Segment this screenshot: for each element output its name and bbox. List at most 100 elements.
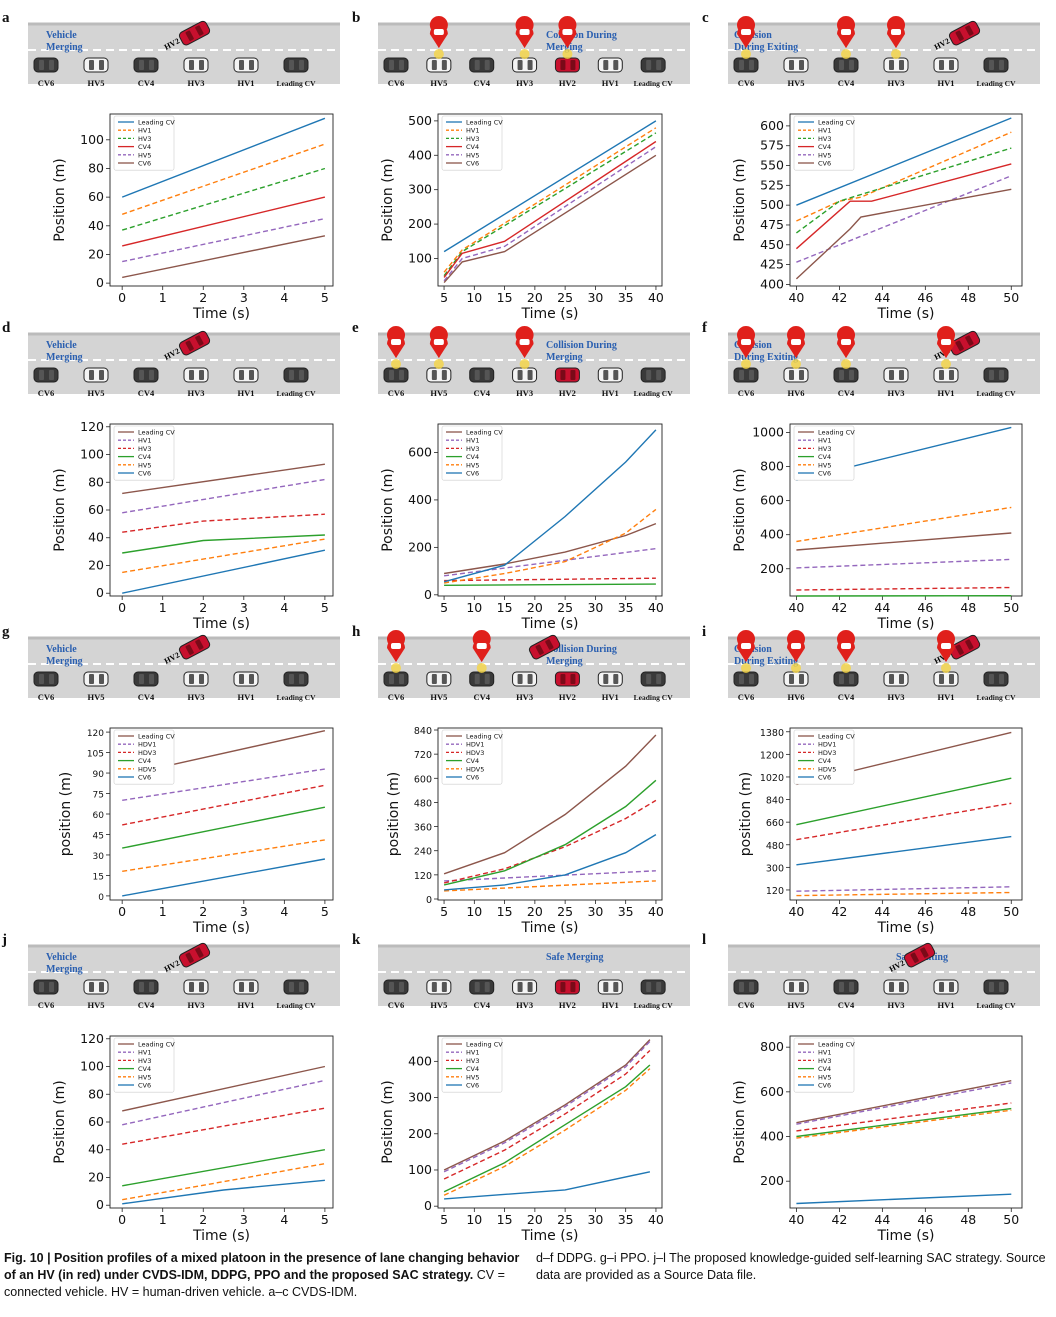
car-label: HV5 (88, 388, 105, 398)
car-hv1 (597, 671, 623, 687)
car-cv4 (833, 57, 859, 73)
y-axis-label: Position (m) (52, 1080, 68, 1164)
series-line-hv1 (443, 1040, 651, 1173)
x-tick-label: 4 (280, 904, 288, 919)
y-tick-label: 0 (426, 895, 432, 906)
legend-entry: HDV3 (818, 749, 836, 757)
car-label: CV4 (138, 692, 155, 702)
y-axis-label: Position (m) (732, 158, 748, 242)
legend-box (793, 729, 855, 785)
chart-h: 5 10 15 20 25 30 35 40 0 120 240 360 480 600 720 840 Tim… (386, 726, 664, 936)
car-label: CV6 (388, 1000, 405, 1010)
x-tick-label: 35 (618, 290, 634, 305)
panel-j: j Vehicle Merging CV6 HV5 CV4 HV3 HV1 Leading CV… (0, 932, 350, 1244)
car-label: HV1 (938, 692, 955, 702)
legend-entry: Leading CV (138, 733, 175, 741)
y-axis-label: Position (m) (380, 158, 396, 242)
x-tick-label: 44 (874, 290, 890, 305)
collision-pin-icon (387, 326, 406, 369)
y-tick-label: 60 (88, 189, 104, 204)
x-tick-label: 48 (960, 290, 976, 305)
y-tick-label: 425 (760, 257, 784, 272)
legend-entry: CV4 (138, 453, 151, 461)
panel-h: h Collision During Merging CV6 HV5 CV4 HV3 HV2 H… (350, 624, 700, 936)
car-leading-cv (283, 671, 309, 687)
car-hv1 (233, 671, 259, 687)
y-axis-label: position (m) (58, 772, 74, 856)
car-leading-cv (283, 57, 309, 73)
legend-entry: HV5 (466, 151, 479, 159)
series-line-hv3 (122, 1107, 326, 1145)
x-tick-label: 3 (240, 600, 248, 615)
car-cv6 (383, 979, 409, 995)
x-tick-label: 40 (648, 1212, 664, 1227)
legend-entry: CV4 (138, 1065, 151, 1073)
legend-entry: HV5 (138, 461, 151, 469)
x-tick-label: 50 (1003, 904, 1019, 919)
x-axis-label: Time (s) (521, 616, 579, 632)
road-surface (378, 334, 690, 394)
x-tick-label: 5 (440, 1212, 448, 1227)
y-tick-label: 0 (96, 275, 104, 290)
x-axis-label: Time (s) (192, 306, 250, 322)
y-tick-label: 660 (766, 818, 784, 829)
road-illustration: Collision During Merging CV6 HV5 CV4 HV3 HV2 HV… (378, 16, 690, 88)
x-tick-label: 5 (321, 1212, 329, 1227)
y-tick-label: 200 (760, 561, 784, 576)
panel-i: iCollisionDuring ExitingCV6HV6CV4HV3HV1L… (700, 624, 1050, 936)
car-label: HV2 (559, 1000, 576, 1010)
car-label: HV3 (516, 78, 533, 88)
y-axis-label: Position (m) (732, 468, 748, 552)
series-line-cv6 (795, 188, 1012, 280)
series-line-leading-cv (122, 463, 325, 495)
y-tick-label: 80 (88, 160, 104, 175)
car-label: HV3 (888, 692, 905, 702)
car-label: Leading CV (277, 389, 317, 398)
series-line-cv4 (796, 777, 1012, 826)
y-tick-label: 100 (408, 250, 432, 265)
car-label: HV3 (888, 1000, 905, 1010)
y-tick-label: 300 (408, 1090, 432, 1105)
panel-label: b (352, 10, 361, 26)
series-line-cv6 (122, 549, 326, 594)
car-hv2-merging (948, 330, 981, 356)
legend-entry: CV6 (818, 470, 831, 478)
x-axis-label: Time (s) (192, 616, 250, 632)
collision-pin-icon (387, 630, 406, 673)
car-hv2-merging (178, 330, 211, 356)
collision-pin-icon (887, 16, 906, 59)
car-label: HV6 (788, 388, 805, 398)
legend-box (113, 425, 175, 481)
car-hv3 (183, 671, 209, 687)
car-label: CV6 (738, 78, 755, 88)
legend-entry: HV3 (466, 135, 479, 143)
x-axis-label: Time (s) (877, 306, 935, 322)
x-tick-label: 40 (788, 1212, 804, 1227)
scenario-label: Collision During Merging (546, 644, 617, 667)
x-axis-label: Time (s) (521, 920, 579, 936)
panel-label: a (2, 10, 10, 26)
car-label: Leading CV (634, 389, 674, 398)
car-label: HV5 (788, 1000, 805, 1010)
series-line-hdv3 (443, 799, 657, 884)
panel-f: fCollisionDuring ExitingCV6HV6CV4HV3HV1L… (700, 320, 1050, 632)
legend-entry: HDV1 (138, 741, 156, 749)
y-tick-label: 0 (424, 587, 432, 602)
x-tick-label: 0 (118, 600, 126, 615)
x-tick-label: 20 (527, 1212, 543, 1227)
car-hv5 (426, 979, 452, 995)
y-tick-label: 720 (414, 750, 432, 761)
collision-pin-icon (787, 630, 806, 673)
y-tick-label: 0 (96, 1197, 104, 1212)
x-tick-label: 2 (199, 1212, 207, 1227)
y-tick-label: 400 (408, 147, 432, 162)
y-tick-label: 120 (414, 871, 432, 882)
y-tick-label: 400 (408, 1053, 432, 1068)
y-tick-label: 200 (408, 539, 432, 554)
car-label: HV1 (602, 78, 619, 88)
series-line-cv4 (122, 196, 326, 247)
